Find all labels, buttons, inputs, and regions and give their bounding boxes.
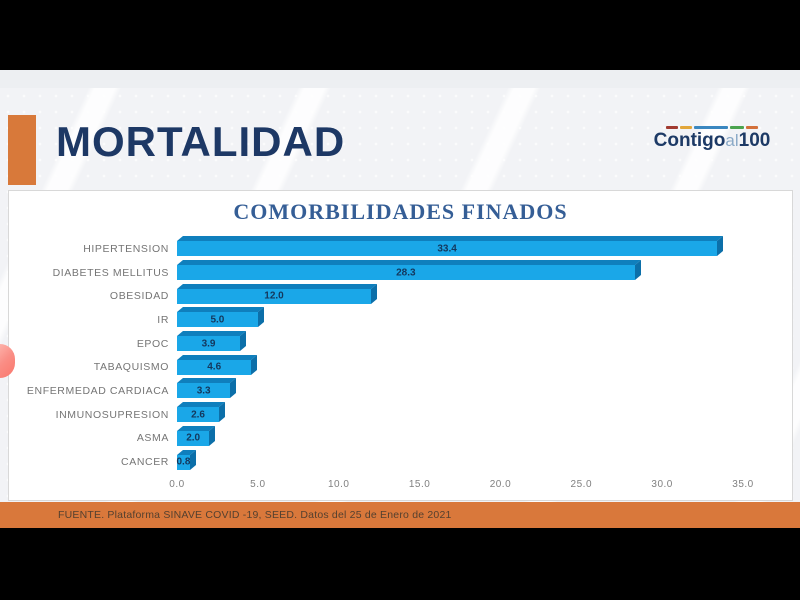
chart-row: CANCER 0.8 xyxy=(9,450,792,474)
value-label: 2.0 xyxy=(186,432,201,444)
bar: 4.6 xyxy=(177,359,252,375)
bar: 2.6 xyxy=(177,407,220,423)
category-label: EPOC xyxy=(136,337,169,350)
value-label: 5.0 xyxy=(210,314,225,326)
source-footer: FUENTE. Plataforma SINAVE COVID -19, SEE… xyxy=(0,502,800,528)
page-title: MORTALIDAD xyxy=(56,118,346,165)
value-label: 28.3 xyxy=(396,267,416,279)
chart-rows: HIPERTENSION 33.4 DIABETES MELLITUS 28.3 OBE… xyxy=(9,237,792,474)
logo-bar-segment xyxy=(694,126,728,129)
x-tick-label: 35.0 xyxy=(732,479,754,490)
contigo-al-100-logo: Contigoal100 xyxy=(652,126,772,151)
slide: MORTALIDAD Contigoal100 COMORBILIDADES F… xyxy=(0,88,800,528)
bar-track: 33.4 xyxy=(177,241,743,257)
chart-row: ASMA 2.0 xyxy=(9,427,792,451)
logo-text-num: 100 xyxy=(738,130,771,151)
logo-text-main: Contigo xyxy=(653,130,726,151)
source-text: FUENTE. Plataforma SINAVE COVID -19, SEE… xyxy=(58,509,452,521)
bar-track: 3.3 xyxy=(177,383,743,399)
chart-row: EPOC 3.9 xyxy=(9,332,792,356)
category-label: INMUNOSUPRESION xyxy=(55,408,169,421)
logo-color-bar xyxy=(652,126,772,129)
category-label: TABAQUISMO xyxy=(93,361,169,374)
category-label: IR xyxy=(157,313,169,326)
bar-track: 28.3 xyxy=(177,265,743,281)
side-panel-handle[interactable] xyxy=(0,344,15,378)
category-label: OBESIDAD xyxy=(109,290,169,303)
category-label: CANCER xyxy=(121,456,169,469)
x-axis-ticks: 0.0 5.0 10.0 15.0 20.0 25.0 30.0 35.0 xyxy=(169,479,753,493)
value-label: 33.4 xyxy=(437,243,457,255)
logo-bar-segment xyxy=(680,126,692,129)
chart-row: INMUNOSUPRESION 2.6 xyxy=(9,403,792,427)
bar-track: 2.6 xyxy=(177,407,743,423)
x-tick-label: 30.0 xyxy=(651,479,673,490)
logo-bar-segment xyxy=(666,126,678,129)
category-label: HIPERTENSION xyxy=(83,242,169,255)
bar-track: 2.0 xyxy=(177,430,743,446)
x-tick-label: 5.0 xyxy=(250,479,266,490)
chart-row: IR 5.0 xyxy=(9,308,792,332)
bar-track: 0.8 xyxy=(176,454,743,470)
x-tick-label: 15.0 xyxy=(408,479,431,490)
x-tick-label: 20.0 xyxy=(489,479,512,490)
bar: 3.9 xyxy=(177,336,241,352)
bar: 3.3 xyxy=(177,383,231,399)
logo-bar-segment xyxy=(746,126,758,129)
chart-title: COMORBILIDADES FINADOS xyxy=(233,199,568,224)
bar: 2.0 xyxy=(177,430,210,446)
chart-row: HIPERTENSION 33.4 xyxy=(9,237,792,261)
bar-track: 5.0 xyxy=(177,312,743,328)
header-accent-bar xyxy=(8,115,36,185)
logo-text: Contigoal100 xyxy=(652,131,772,151)
value-label: 3.3 xyxy=(196,385,211,397)
value-label: 4.6 xyxy=(207,361,222,373)
value-label: 3.9 xyxy=(201,338,216,350)
value-label: 12.0 xyxy=(264,290,284,302)
bar: 33.4 xyxy=(177,241,718,257)
chart-row: OBESIDAD 12.0 xyxy=(9,284,792,308)
bar-track: 12.0 xyxy=(177,288,743,304)
value-label: 2.6 xyxy=(191,409,205,421)
x-tick-label: 25.0 xyxy=(570,479,593,490)
bar: 12.0 xyxy=(177,288,372,304)
window-top-strip xyxy=(0,70,800,88)
logo-bar-segment xyxy=(730,126,744,129)
category-label: ASMA xyxy=(136,432,169,445)
logo-text-mid: al xyxy=(725,131,739,150)
chart-row: DIABETES MELLITUS 28.3 xyxy=(9,261,792,285)
category-label: ENFERMEDAD CARDIACA xyxy=(26,384,169,397)
category-label: DIABETES MELLITUS xyxy=(52,266,169,279)
x-tick-label: 0.0 xyxy=(169,479,185,490)
bar: 0.8 xyxy=(176,454,191,470)
chart-panel: COMORBILIDADES FINADOS HIPERTENSION 33.4 D… xyxy=(8,190,793,501)
bar-track: 4.6 xyxy=(177,359,743,375)
chart-row: TABAQUISMO 4.6 xyxy=(9,355,792,379)
x-tick-label: 10.0 xyxy=(327,479,350,490)
bar: 5.0 xyxy=(177,312,258,328)
bar: 28.3 xyxy=(177,265,635,281)
value-label: 0.8 xyxy=(176,456,191,468)
bar-track: 3.9 xyxy=(177,336,743,352)
chart-row: ENFERMEDAD CARDIACA 3.3 xyxy=(9,379,792,403)
